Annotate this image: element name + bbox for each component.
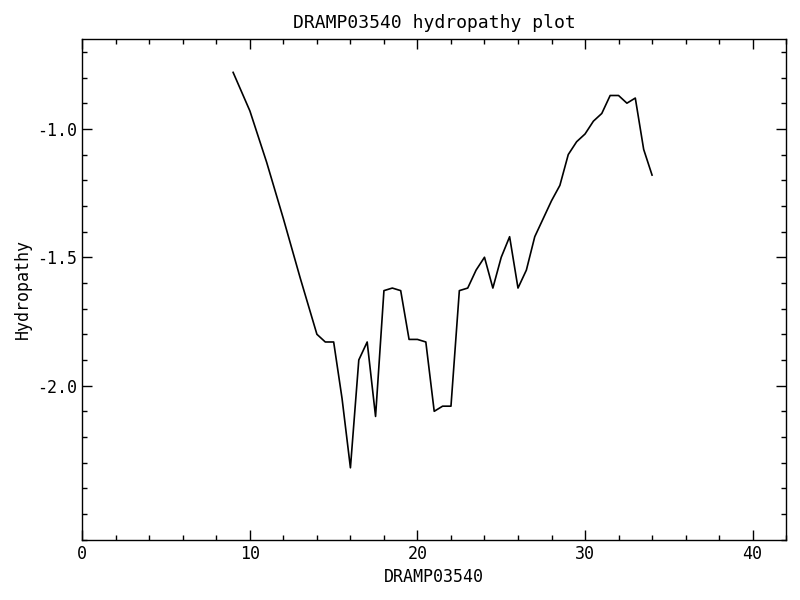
Title: DRAMP03540 hydropathy plot: DRAMP03540 hydropathy plot <box>293 14 575 32</box>
Y-axis label: Hydropathy: Hydropathy <box>14 239 32 340</box>
X-axis label: DRAMP03540: DRAMP03540 <box>384 568 484 586</box>
